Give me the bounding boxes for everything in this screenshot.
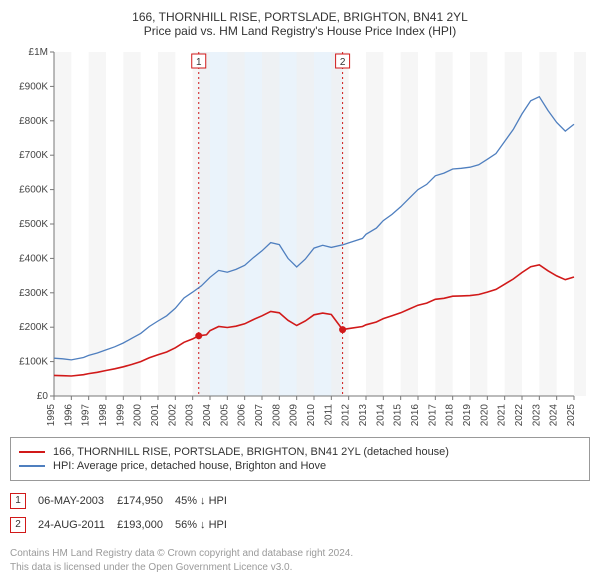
y-tick-label: £300K [19, 288, 48, 299]
legend: 166, THORNHILL RISE, PORTSLADE, BRIGHTON… [10, 437, 590, 481]
x-tick-label: 2000 [133, 404, 144, 427]
x-tick-label: 2002 [167, 404, 178, 427]
x-tick-label: 2012 [341, 404, 352, 427]
legend-swatch [19, 451, 45, 453]
sale-marker-label: 1 [196, 57, 202, 68]
x-tick-label: 2009 [289, 404, 300, 427]
x-gridband [54, 52, 71, 396]
x-tick-label: 2004 [202, 404, 213, 427]
x-tick-label: 2008 [271, 404, 282, 427]
y-tick-label: £400K [19, 253, 48, 264]
x-tick-label: 2015 [393, 404, 404, 427]
y-tick-label: £1M [29, 47, 48, 58]
x-gridband [297, 52, 314, 396]
y-tick-label: £600K [19, 185, 48, 196]
x-tick-label: 1999 [115, 404, 126, 427]
footer-line-2: This data is licensed under the Open Gov… [10, 561, 590, 575]
y-tick-label: £200K [19, 322, 48, 333]
footer: Contains HM Land Registry data © Crown c… [10, 547, 590, 575]
x-gridband [227, 52, 244, 396]
chart-titles: 166, THORNHILL RISE, PORTSLADE, BRIGHTON… [10, 10, 590, 38]
title-line-1: 166, THORNHILL RISE, PORTSLADE, BRIGHTON… [10, 10, 590, 24]
x-gridband [123, 52, 140, 396]
legend-label: HPI: Average price, detached house, Brig… [53, 460, 326, 472]
x-gridband [505, 52, 522, 396]
chart-svg: £0 £100K £200K £300K £400K £500K £600K £700K £80… [10, 44, 586, 429]
sale-marker-dot [195, 332, 202, 339]
sale-row: 1 06-MAY-2003£174,95045% ↓ HPI [10, 489, 239, 513]
y-tick-label: £700K [19, 150, 48, 161]
x-tick-label: 1998 [98, 404, 109, 427]
x-tick-label: 2021 [497, 404, 508, 427]
x-tick-label: 1996 [63, 404, 74, 427]
sale-price: £174,950 [117, 489, 175, 513]
price-chart: £0 £100K £200K £300K £400K £500K £600K £700K £80… [10, 44, 590, 429]
sale-date: 24-AUG-2011 [38, 513, 117, 537]
x-tick-label: 1997 [81, 404, 92, 427]
x-gridband [193, 52, 210, 396]
x-tick-label: 2018 [445, 404, 456, 427]
x-gridband [435, 52, 452, 396]
x-tick-label: 2025 [566, 404, 577, 427]
x-gridband [331, 52, 348, 396]
x-tick-label: 2016 [410, 404, 421, 427]
x-tick-label: 1995 [46, 404, 57, 427]
legend-row: HPI: Average price, detached house, Brig… [19, 460, 581, 472]
title-line-2: Price paid vs. HM Land Registry's House … [10, 24, 590, 38]
x-tick-label: 2020 [479, 404, 490, 427]
x-gridband [574, 52, 586, 396]
x-tick-label: 2022 [514, 404, 525, 427]
x-tick-label: 2017 [427, 404, 438, 427]
x-tick-label: 2005 [219, 404, 230, 427]
sale-marker-ref: 1 [10, 493, 26, 509]
sale-date: 06-MAY-2003 [38, 489, 117, 513]
sale-row: 2 24-AUG-2011£193,00056% ↓ HPI [10, 513, 239, 537]
y-tick-label: £0 [37, 391, 49, 402]
x-gridband [158, 52, 175, 396]
x-tick-label: 2010 [306, 404, 317, 427]
x-tick-label: 2013 [358, 404, 369, 427]
legend-row: 166, THORNHILL RISE, PORTSLADE, BRIGHTON… [19, 446, 581, 458]
x-gridband [539, 52, 556, 396]
x-tick-label: 2024 [549, 404, 560, 427]
y-tick-label: £100K [19, 357, 48, 368]
x-tick-label: 2023 [531, 404, 542, 427]
footer-line-1: Contains HM Land Registry data © Crown c… [10, 547, 590, 561]
x-tick-label: 2003 [185, 404, 196, 427]
legend-label: 166, THORNHILL RISE, PORTSLADE, BRIGHTON… [53, 446, 449, 458]
x-tick-label: 2014 [375, 404, 386, 427]
sale-marker-label: 2 [340, 57, 346, 68]
x-gridband [401, 52, 418, 396]
sale-price: £193,000 [117, 513, 175, 537]
y-tick-label: £900K [19, 81, 48, 92]
x-gridband [262, 52, 279, 396]
x-gridband [470, 52, 487, 396]
y-tick-label: £500K [19, 219, 48, 230]
x-tick-label: 2001 [150, 404, 161, 427]
x-tick-label: 2011 [323, 404, 334, 426]
sale-marker-ref: 2 [10, 517, 26, 533]
legend-swatch [19, 465, 45, 467]
sale-delta: 56% ↓ HPI [175, 513, 239, 537]
y-tick-label: £800K [19, 116, 48, 127]
sales-table: 1 06-MAY-2003£174,95045% ↓ HPI 2 24-AUG-201… [10, 489, 239, 537]
x-gridband [89, 52, 106, 396]
x-tick-label: 2007 [254, 404, 265, 427]
x-tick-label: 2006 [237, 404, 248, 427]
x-tick-label: 2019 [462, 404, 473, 427]
sale-delta: 45% ↓ HPI [175, 489, 239, 513]
sale-marker-dot [339, 326, 346, 333]
